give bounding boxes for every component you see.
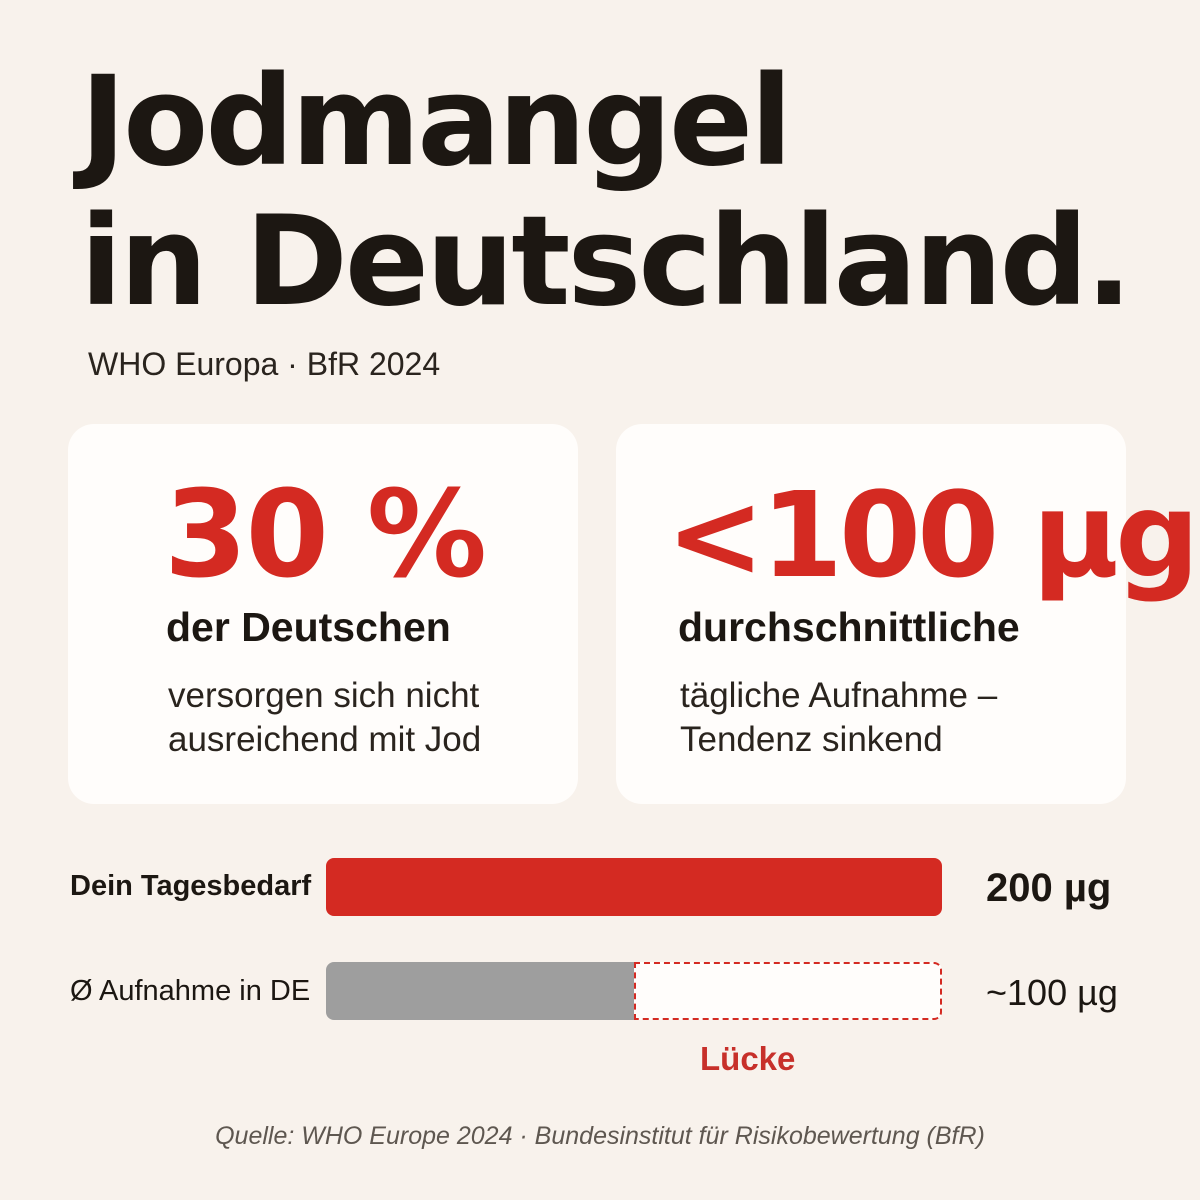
gap-divider bbox=[634, 962, 636, 1020]
requirement-label: Dein Tagesbedarf bbox=[70, 870, 312, 902]
page-title: Jodmangel in Deutschland. bbox=[80, 50, 1132, 334]
stat-description-line: versorgen sich nicht bbox=[168, 676, 480, 715]
intake-bar-fill bbox=[326, 962, 634, 1020]
stat-lead-intake: durchschnittliche bbox=[678, 604, 1020, 650]
intake-label: Ø Aufnahme in DE bbox=[70, 975, 311, 1007]
stat-description-line: tägliche Aufnahme – bbox=[680, 676, 998, 715]
stat-lead-share: der Deutschen bbox=[166, 604, 451, 650]
source-subtitle: WHO Europa · BfR 2024 bbox=[88, 346, 441, 382]
requirement-value: 200 µg bbox=[986, 866, 1112, 910]
stat-description-line: ausreichend mit Jod bbox=[168, 720, 482, 759]
stat-card-share: 30 % der Deutschen versorgen sich nicht … bbox=[68, 424, 578, 804]
source-footnote: Quelle: WHO Europe 2024 · Bundesinstitut… bbox=[215, 1122, 985, 1150]
stat-value-share: 30 % bbox=[164, 466, 487, 605]
stat-card-intake: <100 µg durchschnittliche tägliche Aufna… bbox=[616, 424, 1200, 804]
intake-bar bbox=[326, 962, 942, 1020]
stat-description-share: versorgen sich nicht ausreichend mit Jod bbox=[168, 674, 481, 762]
gap-label: Lücke bbox=[700, 1040, 796, 1077]
title-line-1: Jodmangel bbox=[80, 50, 793, 194]
title-line-2: in Deutschland. bbox=[80, 190, 1132, 334]
intake-value: ~100 µg bbox=[986, 972, 1118, 1013]
stat-description-line: Tendenz sinkend bbox=[680, 720, 943, 759]
requirement-bar bbox=[326, 858, 942, 916]
stat-description-intake: tägliche Aufnahme – Tendenz sinkend bbox=[680, 674, 997, 762]
stat-value-intake: <100 µg bbox=[666, 466, 1200, 604]
gap-bar-segment bbox=[634, 962, 942, 1020]
requirement-bar-fill bbox=[326, 858, 942, 916]
